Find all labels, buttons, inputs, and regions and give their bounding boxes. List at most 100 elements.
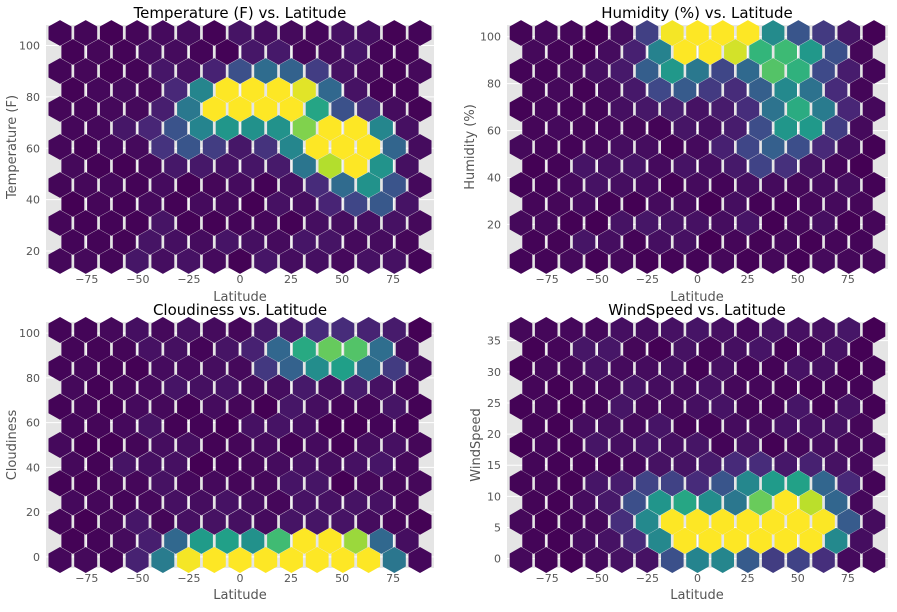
hexbin-cell bbox=[711, 20, 734, 46]
hexbin-cell bbox=[382, 547, 406, 573]
hexbin-cell bbox=[292, 39, 316, 65]
hexbin-cell bbox=[369, 39, 393, 65]
y-tick-label: 40 bbox=[487, 172, 501, 185]
hexbin-cell bbox=[395, 489, 419, 516]
hexbin-cell bbox=[774, 153, 797, 179]
hexbin-cell bbox=[749, 374, 772, 401]
hexbin-cell bbox=[228, 432, 252, 458]
hexbin-cell bbox=[774, 336, 797, 363]
hexbin-cell bbox=[215, 153, 239, 179]
hexbin-cell bbox=[331, 210, 355, 236]
hexbin-cell bbox=[369, 153, 393, 179]
hexbin-cell bbox=[673, 374, 697, 401]
hexbin-cell bbox=[267, 191, 291, 217]
hexbin-cell bbox=[202, 508, 226, 535]
hexbin-cell bbox=[151, 172, 175, 198]
hexbin-cell bbox=[177, 547, 201, 573]
hexbin-cell bbox=[48, 355, 72, 382]
hexbin-cell bbox=[623, 489, 646, 516]
hexbin-cell bbox=[547, 412, 571, 439]
hexbin-cell bbox=[228, 172, 252, 198]
hexbin-cell bbox=[635, 210, 659, 236]
hexbin-cell bbox=[151, 355, 175, 382]
hexbin-cell bbox=[254, 248, 278, 274]
hexbin-cell bbox=[736, 210, 760, 236]
hexbin-cell bbox=[138, 153, 162, 179]
chart-title: Cloudiness vs. Latitude bbox=[153, 301, 327, 319]
hexbin-cell bbox=[824, 336, 848, 363]
hexbin-cell bbox=[724, 527, 747, 554]
hexbin-cell bbox=[138, 229, 162, 255]
hexbin-cell bbox=[241, 412, 265, 439]
hexbin-cell bbox=[215, 336, 239, 363]
hexbin-cell bbox=[610, 470, 634, 497]
hexbin-cell bbox=[228, 470, 252, 497]
hexbin-cell bbox=[112, 191, 136, 217]
hexbin-cell bbox=[228, 58, 252, 84]
hexbin-cell bbox=[151, 134, 175, 160]
hexbin-cell bbox=[547, 191, 571, 217]
hexbin-cell bbox=[711, 96, 734, 122]
hexbin-cell bbox=[305, 134, 329, 160]
hexbin-cell bbox=[661, 432, 684, 458]
y-tick-label: 80 bbox=[487, 78, 501, 91]
hexbin-cell bbox=[267, 412, 291, 439]
hexbin-cell bbox=[661, 547, 684, 573]
hexbin-cell bbox=[736, 20, 760, 46]
hexbin-cell bbox=[824, 412, 848, 439]
hexbin-cell bbox=[151, 393, 175, 420]
hexbin-cell bbox=[228, 20, 252, 46]
hexbin-cell bbox=[292, 191, 316, 217]
hexbin-cell bbox=[87, 115, 111, 141]
hexbin-cell bbox=[787, 470, 810, 497]
y-axis-label: Temperature (F) bbox=[5, 95, 20, 200]
hexbin-cell bbox=[774, 191, 797, 217]
hexbin-cell bbox=[254, 210, 278, 236]
hexbin-cell bbox=[837, 20, 861, 46]
hexbin-cell bbox=[534, 393, 558, 420]
hexbin-cell bbox=[382, 210, 406, 236]
hexbin-cell bbox=[318, 412, 342, 439]
hexbin-cell bbox=[228, 210, 252, 236]
hexbin-cell bbox=[48, 210, 72, 236]
hexbin-cell bbox=[862, 470, 886, 497]
hexbin-cell bbox=[331, 248, 355, 274]
hexbin-cell bbox=[318, 336, 342, 363]
x-tick-label: 0 bbox=[694, 572, 701, 585]
hexbin-cell bbox=[151, 547, 175, 573]
hexbin-cell bbox=[189, 153, 213, 179]
y-tick-label: 100 bbox=[480, 31, 501, 44]
hexbin-cell bbox=[61, 412, 85, 439]
hexbin-cell bbox=[241, 527, 265, 554]
hexbin-cell bbox=[151, 96, 175, 122]
hexbin-cell bbox=[509, 248, 533, 274]
hexbin-cell bbox=[177, 134, 201, 160]
hexbin-cell bbox=[177, 96, 201, 122]
hexbin-cell bbox=[812, 470, 835, 497]
hexbin-cell bbox=[623, 451, 646, 478]
hexbin-cell bbox=[369, 451, 393, 478]
hexbin-cell bbox=[534, 317, 558, 343]
hexbin-cell bbox=[787, 58, 810, 84]
hexbin-cell bbox=[862, 317, 886, 343]
hexbin-cell bbox=[547, 115, 571, 141]
hexbin-cell bbox=[395, 336, 419, 363]
hexbin-cell bbox=[711, 432, 734, 458]
hexbin-cell bbox=[648, 489, 671, 516]
hexbin-cell bbox=[572, 527, 596, 554]
hexbin-cell bbox=[635, 20, 659, 46]
y-tick-label: 100 bbox=[19, 327, 40, 340]
hexbin-cell bbox=[61, 229, 85, 255]
chart-title: Temperature (F) vs. Latitude bbox=[133, 4, 347, 22]
hexbin-cell bbox=[202, 317, 226, 343]
hexbin-cell bbox=[267, 115, 291, 141]
hexbin-cell bbox=[382, 432, 406, 458]
hexbin-cell bbox=[112, 527, 136, 554]
hexbin-cell bbox=[724, 191, 747, 217]
hexbin-cell bbox=[344, 39, 368, 65]
hexbin-cell bbox=[395, 153, 419, 179]
hexbin-cell bbox=[138, 115, 162, 141]
hexbin-cell bbox=[138, 527, 162, 554]
hexbin-cell bbox=[189, 39, 213, 65]
hexbin-cell bbox=[74, 432, 98, 458]
